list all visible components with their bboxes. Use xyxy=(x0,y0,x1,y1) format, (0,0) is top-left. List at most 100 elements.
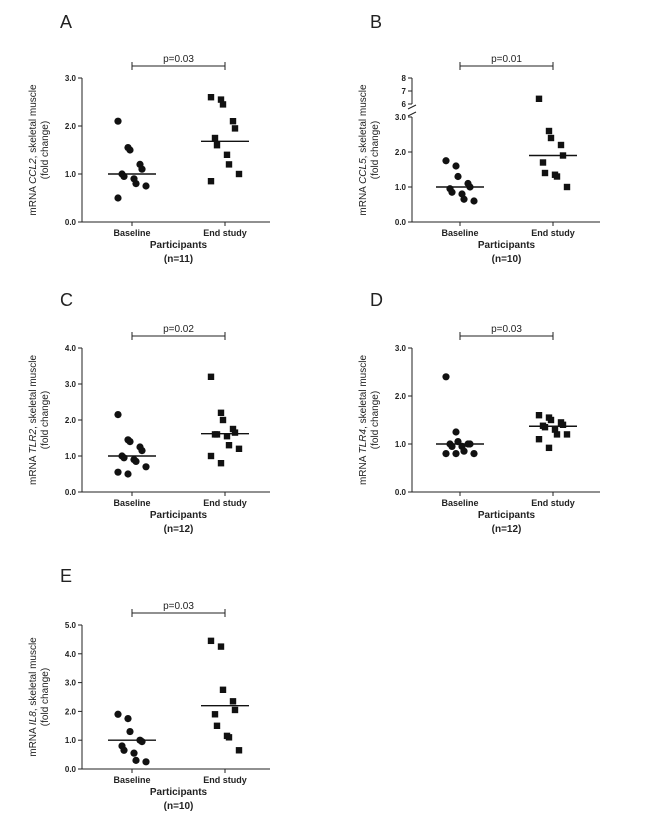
y-tick-label: 5.0 xyxy=(65,621,77,630)
y-label-text: , skeletal muscle xyxy=(358,355,369,429)
x-axis-label: Participants xyxy=(150,510,208,521)
y-tick-label: 6 xyxy=(402,100,407,109)
y-axis-label: mRNA TLR4, skeletal muscle xyxy=(358,355,369,485)
data-point xyxy=(132,457,140,465)
data-point xyxy=(217,460,225,467)
x-tick-label: Baseline xyxy=(113,498,150,508)
y-tick-label: 3.0 xyxy=(65,679,77,688)
data-point xyxy=(563,431,571,438)
y-tick-label: 2.0 xyxy=(65,707,77,716)
p-value: p=0.01 xyxy=(491,54,522,65)
data-point xyxy=(207,452,215,460)
x-tick-label: End study xyxy=(531,228,575,238)
data-point xyxy=(126,727,134,736)
data-point xyxy=(207,373,215,380)
y-tick-label: 4.0 xyxy=(65,344,77,353)
y-label-gene: CCL5 xyxy=(358,158,369,184)
y-tick-label: 0.0 xyxy=(65,765,77,774)
y-label-gene: CCL2 xyxy=(28,158,39,184)
data-point xyxy=(460,195,468,203)
data-point xyxy=(547,134,555,142)
y-tick-label: 3.0 xyxy=(65,74,77,83)
y-axis-label: (fold change) xyxy=(40,391,51,449)
y-label-text: , skeletal muscle xyxy=(28,84,39,158)
y-tick-label: 4.0 xyxy=(65,650,77,659)
data-point xyxy=(229,118,237,125)
data-point xyxy=(130,749,138,757)
data-point xyxy=(235,445,243,452)
y-axis-label: (fold change) xyxy=(40,668,51,726)
y-tick-label: 0.0 xyxy=(65,488,77,497)
data-point xyxy=(126,146,134,154)
data-point xyxy=(452,162,460,170)
x-axis-label: Participants xyxy=(478,240,536,251)
data-point xyxy=(557,141,565,149)
data-point xyxy=(223,151,231,158)
y-axis-label: mRNA TLR2, skeletal muscle xyxy=(28,355,39,485)
data-point xyxy=(470,197,478,205)
n-label: (n=12) xyxy=(164,524,194,535)
y-tick-label: 0.0 xyxy=(395,488,407,497)
data-point xyxy=(207,637,215,645)
x-tick-label: End study xyxy=(203,228,247,238)
y-axis-label: mRNA CCL2, skeletal muscle xyxy=(28,84,39,216)
panel-letter: B xyxy=(370,12,382,32)
data-point xyxy=(231,429,239,436)
y-label-gene: TLR2 xyxy=(28,428,39,453)
n-label: (n=10) xyxy=(164,801,194,812)
data-point xyxy=(211,711,219,718)
data-point xyxy=(229,425,237,433)
n-label: (n=12) xyxy=(492,524,522,535)
data-point xyxy=(138,447,146,455)
panel-letter: A xyxy=(60,12,72,32)
y-label-gene: IL8 xyxy=(28,711,39,725)
data-point xyxy=(553,431,561,438)
data-point xyxy=(452,428,460,436)
y-label-text: , skeletal muscle xyxy=(358,84,369,158)
data-point xyxy=(114,194,122,202)
y-label-gene: TLR4 xyxy=(358,428,369,453)
data-point xyxy=(120,454,128,462)
data-point xyxy=(551,426,559,433)
data-point xyxy=(217,96,225,103)
data-point xyxy=(114,468,122,476)
x-tick-label: Baseline xyxy=(441,228,478,238)
data-point xyxy=(124,715,132,723)
data-point xyxy=(535,436,543,443)
data-point xyxy=(207,94,215,101)
data-point xyxy=(207,178,215,185)
y-label-text: mRNA xyxy=(28,725,39,757)
y-tick-label: 1.0 xyxy=(65,452,77,461)
data-point xyxy=(223,433,231,440)
y-tick-label: 7 xyxy=(402,87,407,96)
y-tick-label: 1.0 xyxy=(65,170,77,179)
p-value: p=0.03 xyxy=(163,54,194,65)
y-tick-label: 8 xyxy=(402,74,407,83)
x-tick-label: End study xyxy=(203,498,247,508)
axis-break xyxy=(407,111,417,117)
n-label: (n=11) xyxy=(164,254,193,265)
data-point xyxy=(547,416,555,424)
data-point xyxy=(545,127,553,135)
y-label-text: mRNA xyxy=(28,184,39,216)
data-point xyxy=(114,117,122,125)
data-point xyxy=(460,447,468,455)
y-tick-label: 2.0 xyxy=(395,148,407,157)
x-tick-label: End study xyxy=(203,775,247,785)
y-tick-label: 1.0 xyxy=(65,736,77,745)
x-tick-label: Baseline xyxy=(113,228,150,238)
panel-letter: C xyxy=(60,290,73,310)
panel-letter: D xyxy=(370,290,383,310)
x-axis-label: Participants xyxy=(150,787,208,798)
y-axis-label: (fold change) xyxy=(370,121,381,179)
y-tick-label: 3.0 xyxy=(65,380,77,389)
x-axis-label: Participants xyxy=(478,510,536,521)
data-point xyxy=(231,706,239,714)
data-point xyxy=(217,643,225,650)
data-point xyxy=(225,442,233,449)
data-point xyxy=(442,373,450,381)
p-value: p=0.03 xyxy=(491,324,522,335)
y-axis-label: (fold change) xyxy=(40,121,51,179)
